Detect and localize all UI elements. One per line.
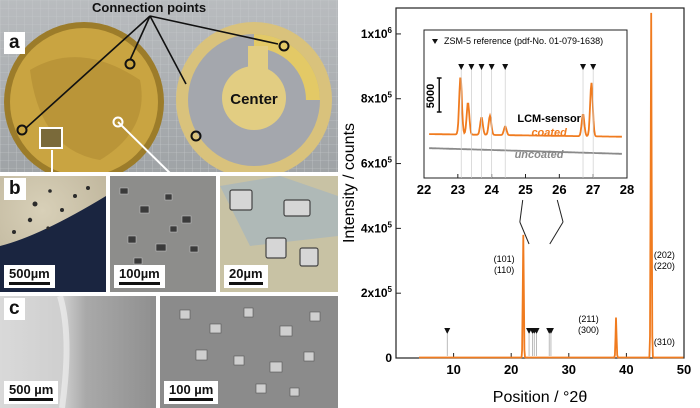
inset-reference-marker <box>502 64 509 70</box>
inset-reference-marker <box>478 64 485 70</box>
inset-x-tick-label: 24 <box>484 182 499 197</box>
peak-label: (110) <box>494 265 514 275</box>
reference-marker <box>547 328 554 334</box>
connection-point-marker <box>16 124 28 136</box>
connection-points-label: Connection points <box>92 0 207 15</box>
y-tick-label: 8x105 <box>361 91 393 106</box>
center-label: Center <box>230 91 278 108</box>
scale-bar-b2: 100µm <box>114 265 165 288</box>
scale-bar-b3: 20µm <box>224 265 268 288</box>
connection-point-marker <box>278 40 290 52</box>
panel-b-photo-3: 20µm <box>220 176 338 292</box>
inset-reference-marker <box>468 64 475 70</box>
sensor-label: LCM-sensor <box>517 113 581 125</box>
x-tick-label: 50 <box>677 362 691 377</box>
inset-x-tick-label: 28 <box>620 182 634 197</box>
inset-x-tick-label: 25 <box>518 182 532 197</box>
peak-label: (202) <box>654 250 675 260</box>
panel-b-photo-1: b 500µm <box>0 176 106 292</box>
zoom-connector <box>549 221 564 245</box>
peak-label: (300) <box>578 325 599 335</box>
scale-bar-label: 5000 <box>425 84 437 108</box>
inset-x-tick-label: 23 <box>451 182 465 197</box>
peak-label: (101) <box>494 254 515 264</box>
connection-point-marker <box>190 130 202 142</box>
y-tick-label: 2x105 <box>361 285 393 300</box>
inset-reference-marker <box>590 64 597 70</box>
reference-marker <box>444 328 451 334</box>
zoom-connector <box>519 199 524 223</box>
legend-text: ZSM-5 reference (pdf-No. 01-079-1638) <box>444 36 603 46</box>
inset-reference-marker <box>580 64 587 70</box>
xrd-chart: 10 20 30 40 50 0 2x105 4x105 6x105 8x105 1x106 Posi… <box>341 7 691 406</box>
panel-c-photo-1: c 500 µm <box>0 296 156 408</box>
sensor-photo-drawing: Center <box>0 0 338 172</box>
y-axis-label: Intensity / counts <box>341 123 358 243</box>
peak-label: (211) <box>578 314 598 324</box>
inset-reference-marker <box>488 64 495 70</box>
x-tick-label: 30 <box>562 362 576 377</box>
uncoated-label: uncoated <box>515 149 564 161</box>
coated-label: coated <box>531 127 567 139</box>
scale-bar-c2: 100 µm <box>164 381 219 404</box>
zoom-connector <box>556 199 564 223</box>
scale-bar-b1: 500µm <box>4 265 55 288</box>
y-tick-label: 0 <box>385 351 392 365</box>
inset-x-tick-label: 22 <box>417 182 431 197</box>
connection-point-marker <box>124 58 136 70</box>
legend-marker <box>432 39 438 44</box>
inset-x-tick-label: 26 <box>552 182 566 197</box>
zoom-connector <box>519 221 530 245</box>
peak-label: (310) <box>654 337 675 347</box>
x-tick-label: 20 <box>504 362 518 377</box>
diffraction-series-line <box>419 12 684 359</box>
panel-b-label: b <box>4 178 26 200</box>
y-tick-label: 6x105 <box>361 156 393 171</box>
scale-bar-c1: 500 µm <box>4 381 59 404</box>
x-tick-label: 40 <box>619 362 633 377</box>
peak-label: (220) <box>654 261 675 271</box>
x-axis-label: Position / °2θ <box>493 389 588 406</box>
x-tick-label: 10 <box>446 362 460 377</box>
panel-a-photo: Center Connection points a <box>0 0 338 172</box>
panel-c-photo-2: 100 µm <box>160 296 338 408</box>
inset-x-tick-label: 27 <box>586 182 600 197</box>
y-tick-label: 1x106 <box>361 26 393 41</box>
panel-a-label: a <box>4 32 25 54</box>
reference-marker <box>533 328 540 334</box>
photo-panels: Center Connection points a b <box>0 0 338 408</box>
panel-b-photo-2: 100µm <box>110 176 216 292</box>
panel-c-label: c <box>4 298 25 320</box>
y-tick-label: 4x105 <box>361 220 393 235</box>
inset-reference-marker <box>458 64 465 70</box>
